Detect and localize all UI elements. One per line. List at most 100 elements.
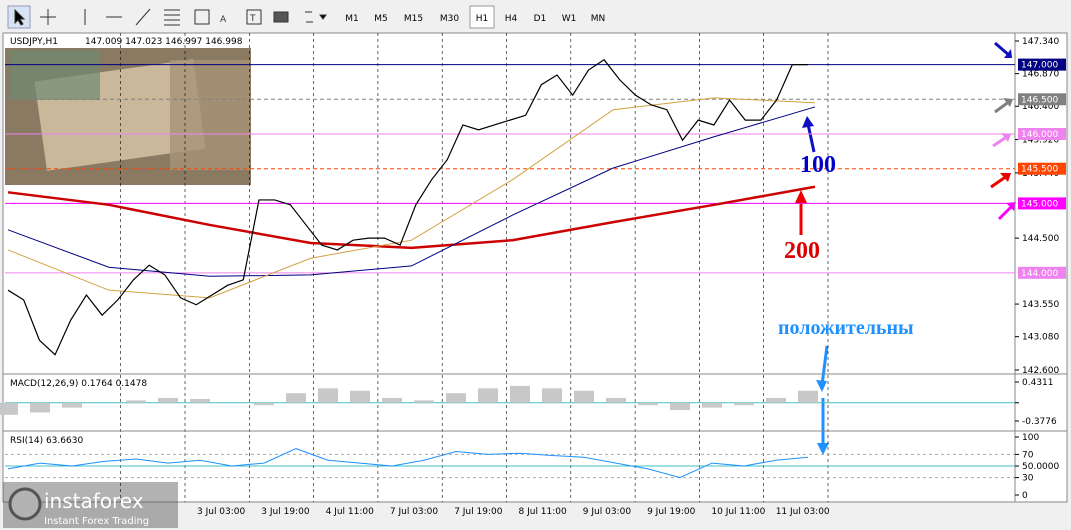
svg-text:A: A [220, 15, 227, 25]
time-label: 11 Jul 03:00 [776, 507, 830, 517]
y-tick-label: 144.500 [1022, 234, 1059, 244]
timeframe-button[interactable] [557, 6, 581, 28]
tool-icons: A T [7, 5, 327, 29]
rsi-tick-label: 50.0000 [1022, 462, 1059, 472]
moving-average [7, 106, 816, 277]
rsi-tick-label: 0 [1022, 491, 1028, 501]
timeframe-label[interactable]: M1 [345, 14, 359, 24]
macd-bar [574, 390, 594, 403]
macd-bar [382, 397, 402, 403]
timeframe-button[interactable] [499, 6, 523, 28]
level-label: 145.500 [1021, 165, 1058, 175]
macd-bar [606, 397, 626, 403]
watermark-tagline: Instant Forex Trading [44, 516, 149, 527]
macd-bar [30, 402, 50, 413]
timeframe-label[interactable]: M15 [404, 14, 423, 24]
macd-bar [542, 388, 562, 403]
annotation: положительны [778, 317, 914, 339]
timeframe-label[interactable]: D1 [534, 14, 547, 24]
macd-bar [798, 390, 818, 403]
time-label: 3 Jul 03:00 [197, 507, 246, 517]
timeframe-label[interactable]: W1 [562, 14, 577, 24]
rsi-line [7, 448, 809, 479]
macd-bar [734, 402, 754, 406]
y-tick-label: 146.400 [1022, 102, 1059, 112]
macd-bar [350, 390, 370, 403]
macd-bar [510, 385, 530, 403]
annotation: 100 [800, 152, 836, 178]
level-label: 146.500 [1021, 95, 1058, 105]
level-tag [1018, 128, 1066, 141]
svg-text:T: T [249, 14, 256, 24]
time-label: 3 Jul 19:00 [261, 507, 310, 517]
macd-bar [126, 400, 146, 403]
macd-bar [670, 402, 690, 411]
timeframe-label[interactable]: H4 [505, 14, 518, 24]
timeframe-button[interactable] [369, 6, 393, 28]
watermark-brand: instaforex [44, 489, 144, 513]
timeframe-label[interactable]: MN [591, 14, 606, 24]
timeframe-button[interactable] [469, 5, 495, 29]
rsi-label: RSI(14) 63.6630 [10, 436, 83, 446]
annotation: 200 [784, 238, 820, 264]
y-tick-label: 145.920 [1022, 136, 1059, 146]
moving-average [7, 185, 816, 250]
y-tick-label: 146.870 [1022, 70, 1059, 80]
price-line [7, 58, 808, 356]
macd-bar [286, 393, 306, 403]
time-label: 7 Jul 19:00 [454, 507, 503, 517]
macd-bar [0, 402, 18, 415]
y-tick-label: 142.600 [1022, 366, 1059, 376]
level-tag [1018, 266, 1066, 279]
time-label: 9 Jul 19:00 [647, 507, 696, 517]
timeframe-label[interactable]: H1 [476, 14, 489, 24]
timeframe-label[interactable]: M30 [440, 14, 459, 24]
level-label: 147.000 [1021, 61, 1058, 71]
level-label: 145.000 [1021, 199, 1058, 209]
macd-bar [766, 397, 786, 403]
level-tag [1018, 162, 1066, 175]
macd-bar [414, 400, 434, 403]
timeframe-button[interactable] [528, 6, 552, 28]
timeframe-button[interactable] [340, 6, 364, 28]
macd-bar [158, 397, 178, 403]
macd-bar [62, 402, 82, 408]
macd-bar [446, 393, 466, 403]
time-label: 8 Jul 11:00 [519, 507, 568, 517]
watermark [3, 482, 178, 528]
moving-average [7, 97, 816, 299]
time-label: 4 Jul 11:00 [326, 507, 375, 517]
macd-bar [478, 388, 498, 403]
time-label: 9 Jul 03:00 [583, 507, 632, 517]
y-tick-label: 143.550 [1022, 300, 1059, 310]
rsi-tick-label: 30 [1022, 474, 1034, 484]
timeframe-button[interactable] [434, 6, 465, 28]
macd-bar [254, 402, 274, 406]
arrows [795, 41, 1016, 455]
y-tick-label: 147.340 [1022, 37, 1059, 47]
level-tag [1018, 197, 1066, 210]
timeframe-button[interactable] [398, 6, 429, 28]
banknotes-image [5, 48, 251, 185]
macd-bar [190, 398, 210, 403]
level-label: 146.000 [1021, 130, 1058, 140]
macd-bar [318, 388, 338, 403]
rsi-tick-label: 70 [1022, 450, 1034, 460]
time-label: 7 Jul 03:00 [390, 507, 439, 517]
rsi-tick-label: 100 [1022, 433, 1039, 443]
macd-tick-label: 0.0000 [1022, 399, 1054, 409]
level-label: 144.000 [1021, 269, 1058, 279]
time-label: 10 Jul 11:00 [711, 507, 765, 517]
macd-bar [638, 402, 658, 406]
timeframe-button[interactable] [586, 6, 610, 28]
y-tick-label: 143.080 [1022, 333, 1059, 343]
macd-bar [702, 402, 722, 408]
macd-tick-label: 0.4311 [1022, 378, 1054, 388]
ohlc-label: 147.009 147.023 146.997 146.998 [85, 37, 243, 47]
timeframe-label[interactable]: M5 [374, 14, 388, 24]
level-tag [1018, 93, 1066, 106]
level-tag [1018, 58, 1066, 71]
symbol-label: USDJPY,H1 [10, 37, 58, 47]
